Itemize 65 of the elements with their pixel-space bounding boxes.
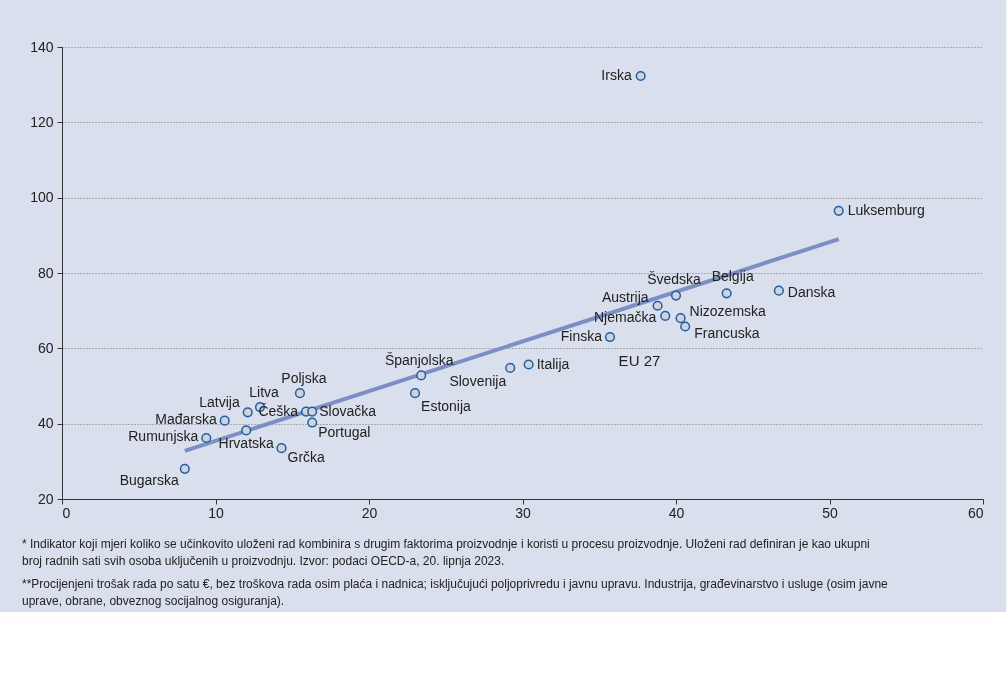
- data-label: Italija: [536, 355, 570, 372]
- data-label: Poljska: [281, 370, 327, 387]
- data-label: Bugarska: [119, 471, 179, 488]
- text: **Procijenjeni trošak rada po satu €, bez troškova rada osim plaća i nadnica; isključujući poljoprivredu i javnu upravu. Industrija, građevinarstvo i usluge (osim javne uprave, obrane, obveznog socijalnog osiguranja).: [22, 577, 889, 608]
- point: [307, 406, 318, 417]
- data-label: Luksemburg: [847, 201, 925, 218]
- point: [505, 362, 516, 373]
- x-tick-label: 40: [668, 504, 685, 521]
- data-label: Belgija: [711, 268, 754, 285]
- point: [201, 432, 212, 444]
- point: [219, 415, 230, 426]
- point: [409, 388, 421, 399]
- data-label: Hrvatska: [218, 435, 275, 452]
- point: [675, 313, 686, 324]
- y-tick-label: 40: [37, 415, 54, 432]
- point: [242, 407, 253, 418]
- data-label: Grčka: [287, 449, 326, 466]
- data-label: Latvija: [199, 394, 240, 411]
- data-label: Estonija: [421, 398, 472, 415]
- y-tick-label: 80: [37, 264, 54, 281]
- point: [416, 370, 427, 381]
- y-tick-label: 100: [30, 189, 54, 206]
- data-label: Slovenija: [449, 372, 507, 389]
- x-tick-label: 0: [62, 504, 71, 521]
- data-label: Litva: [249, 384, 280, 401]
- data-label: Rumunjska: [128, 427, 199, 444]
- x-tick-label: 60: [967, 504, 984, 521]
- y-tick-label: 120: [30, 113, 54, 130]
- point: [307, 417, 318, 428]
- data-label: Finska: [560, 328, 603, 345]
- point: [680, 321, 691, 332]
- x-tick-label: 20: [361, 504, 378, 521]
- point: [179, 463, 190, 474]
- data-label: Mađarska: [155, 410, 217, 427]
- point: [721, 288, 732, 299]
- data-label: Nizozemska: [689, 303, 767, 320]
- point: [294, 388, 306, 399]
- point: [523, 359, 534, 370]
- point: [604, 331, 616, 343]
- y-tick-label: 20: [37, 490, 54, 507]
- y-tick-label: 140: [30, 38, 54, 55]
- data-label: Francuska: [694, 325, 760, 342]
- point: [635, 70, 646, 82]
- point: [276, 443, 287, 454]
- data-label: Portugal: [318, 423, 371, 440]
- x-tick-label: 30: [515, 504, 531, 521]
- data-label: Slovačka: [319, 402, 377, 419]
- annotation: EU 27: [618, 352, 661, 370]
- point: [652, 300, 663, 311]
- data-label: Irska: [601, 67, 632, 83]
- y-tick-label: 60: [37, 339, 54, 356]
- x-tick-label: 10: [208, 504, 224, 521]
- point: [241, 425, 252, 436]
- text: * Indikator koji mjeri koliko se učinkovito uloženi rad kombinira s drugim faktorima proizvodnje i koristi u procesu proizvodnje. Uloženi rad definiran je kao ukupni broj radnih sati svih osoba uključenih u proizvodnju. Izvor: podaci OECD-a, 20. lipnja 2023.: [22, 537, 870, 568]
- data-label: Njemačka: [594, 308, 657, 325]
- data-label: Švedska: [647, 270, 702, 287]
- data-label: Danska: [787, 283, 836, 300]
- point: [773, 285, 784, 296]
- x-tick-label: 50: [822, 504, 838, 521]
- data-label: Češka: [258, 402, 299, 419]
- point: [660, 310, 671, 322]
- data-label: Austrija: [601, 288, 649, 305]
- point: [670, 290, 682, 301]
- point: [833, 205, 844, 216]
- data-label: Španjolska: [384, 352, 454, 369]
